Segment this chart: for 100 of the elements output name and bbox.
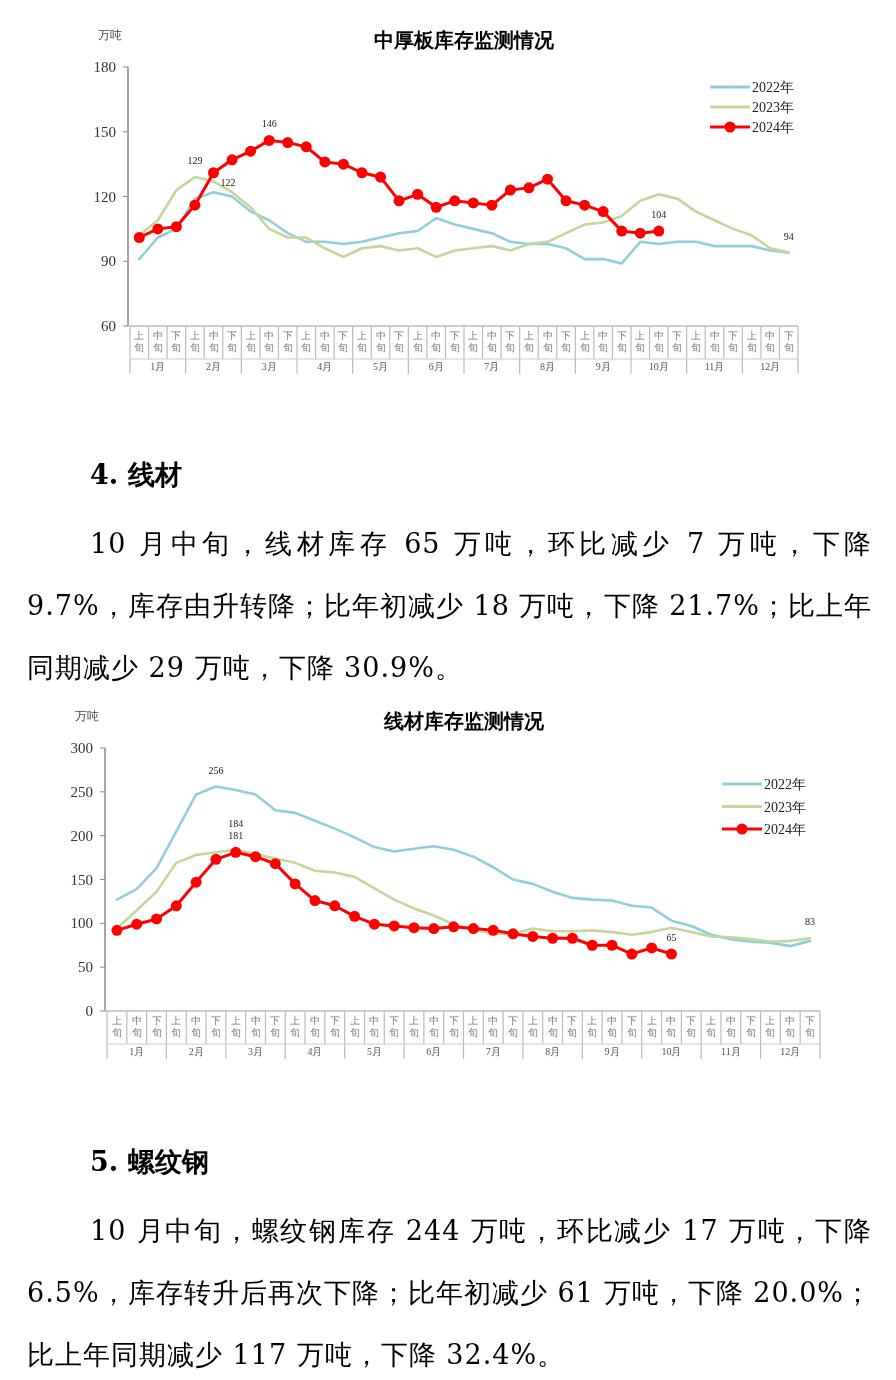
point (408, 922, 420, 934)
x-tick-label: 中旬 (785, 1015, 796, 1038)
data-label: 181 (228, 830, 244, 842)
point (250, 851, 262, 863)
y-tick-label: 250 (70, 783, 93, 800)
point (626, 948, 638, 960)
x-tick-label: 下旬 (210, 1015, 221, 1038)
x-tick-label: 中旬 (666, 1015, 677, 1038)
point (579, 199, 591, 211)
text: 2月 (206, 361, 221, 372)
point (523, 182, 535, 194)
point (131, 918, 143, 930)
text: 8月 (545, 1046, 561, 1057)
x-tick-label: 下旬 (338, 330, 349, 353)
data-label: 104 (651, 209, 667, 221)
x-tick-label: 上旬 (230, 1015, 241, 1038)
point (349, 910, 361, 922)
x-tick-label: 中旬 (250, 1015, 261, 1038)
x-tick-label: 下旬 (394, 330, 405, 353)
x-tick-label: 上旬 (189, 330, 200, 353)
point (504, 184, 516, 196)
text: 11月 (704, 361, 725, 372)
point (566, 932, 578, 944)
text: 9月 (604, 1046, 620, 1057)
y-tick-label: 100 (70, 915, 93, 932)
point (300, 141, 312, 153)
point (263, 134, 275, 146)
x-tick-label: 下旬 (227, 330, 238, 353)
y-tick-label: 150 (93, 123, 116, 140)
x-tick-label: 中旬 (598, 330, 609, 353)
text: 7月 (485, 1046, 501, 1057)
y-axis-title: 万吨 (75, 709, 99, 723)
x-tick-label: 中旬 (152, 330, 163, 353)
point (152, 223, 164, 235)
point (170, 900, 182, 912)
x-tick-label: 上旬 (579, 330, 590, 353)
point (111, 924, 123, 936)
x-tick-label: 下旬 (151, 1015, 162, 1038)
y-tick-label: 0 (85, 1003, 93, 1019)
point (170, 221, 182, 233)
point (527, 930, 539, 942)
point (329, 900, 341, 912)
data-label: 184 (228, 818, 244, 830)
data-label: 65 (666, 932, 677, 944)
y-tick-label: 180 (93, 59, 116, 75)
x-tick-label: 中旬 (709, 330, 720, 353)
x-tick-label: 上旬 (349, 1015, 360, 1038)
text: 5月 (373, 361, 388, 372)
point (412, 188, 424, 200)
point (448, 921, 460, 933)
legend-label: 2022年 (752, 80, 794, 95)
data-label: 122 (220, 177, 236, 189)
point (368, 918, 380, 930)
point (151, 913, 163, 925)
x-tick-label: 中旬 (486, 330, 497, 353)
text: 3月 (248, 1046, 264, 1057)
x-tick-label: 上旬 (587, 1015, 598, 1038)
x-tick-label: 下旬 (686, 1015, 697, 1038)
text: 7月 (484, 361, 500, 372)
legend-label: 2023年 (752, 100, 794, 115)
point (269, 858, 281, 870)
point (507, 928, 519, 940)
text: 9月 (595, 361, 611, 372)
point (449, 195, 461, 207)
text: 1月 (150, 361, 166, 372)
text: 8月 (540, 361, 555, 372)
x-tick-label: 下旬 (783, 330, 794, 353)
point (597, 206, 609, 218)
point (486, 199, 498, 211)
x-tick-label: 中旬 (208, 330, 219, 353)
text: 10月 (661, 1046, 682, 1057)
point (547, 932, 559, 944)
text: 6月 (426, 1046, 442, 1057)
legend-label: 2024年 (752, 120, 794, 135)
y-tick-label: 150 (70, 871, 93, 888)
x-tick-label: 上旬 (468, 1015, 479, 1038)
x-tick-label: 上旬 (412, 330, 423, 353)
point (388, 920, 400, 932)
text: 3月 (261, 361, 277, 372)
data-label: 83 (805, 916, 816, 928)
data-label: 256 (208, 764, 224, 776)
y-tick-label: 120 (93, 188, 116, 205)
x-tick-label: 下旬 (329, 1015, 340, 1038)
x-tick-label: 下旬 (672, 330, 683, 353)
x-tick-label: 中旬 (428, 1015, 439, 1038)
data-label: 129 (187, 155, 203, 167)
x-tick-label: 上旬 (290, 1015, 301, 1038)
x-tick-label: 中旬 (191, 1015, 202, 1038)
point (289, 878, 301, 890)
x-tick-label: 上旬 (171, 1015, 182, 1038)
x-tick-label: 下旬 (171, 330, 182, 353)
x-tick-label: 上旬 (765, 1015, 776, 1038)
x-tick-label: 上旬 (111, 1015, 122, 1038)
y-tick-label: 200 (70, 827, 93, 844)
text: 11月 (721, 1046, 741, 1057)
point (282, 137, 294, 149)
x-tick-label: 上旬 (523, 330, 534, 353)
text: 4月 (307, 1046, 323, 1057)
text: 5月 (366, 1046, 382, 1057)
title: 中厚板库存监测情况 (374, 28, 554, 52)
